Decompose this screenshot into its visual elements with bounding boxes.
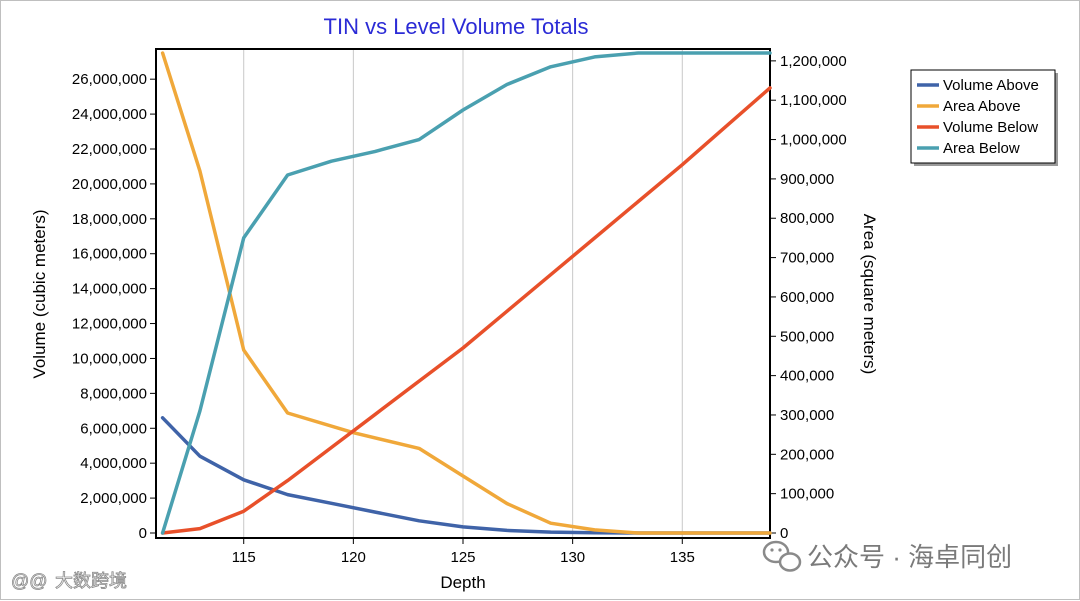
y-right-tick-label-6: 600,000	[780, 289, 834, 306]
y-right-tick-label-3: 300,000	[780, 407, 834, 424]
y-left-axis-label: Volume (cubic meters)	[30, 209, 49, 378]
y-left-tick-label-1: 2,000,000	[80, 490, 147, 507]
x-axis-label: Depth	[440, 573, 485, 592]
y-right-axis-label: Area (square meters)	[860, 214, 879, 375]
y-right-tick-label-0: 0	[780, 525, 788, 542]
x-tick-label-130: 130	[560, 549, 585, 566]
y-left-tick-label-7: 14,000,000	[72, 281, 147, 298]
x-tick-label-125: 125	[450, 549, 475, 566]
legend-label-volume-below: Volume Below	[943, 119, 1038, 136]
y-left-tick-label-8: 16,000,000	[72, 246, 147, 263]
y-left-tick-label-13: 26,000,000	[72, 71, 147, 88]
y-right-axis-ticks: 0 100,000 200,000 300,000 400,000 500,000 600,…	[770, 53, 847, 542]
legend-items: Volume Above Area Above Volume Below Area B…	[917, 77, 1039, 157]
y-left-tick-label-0: 0	[139, 525, 147, 542]
series-line-area-below	[160, 51, 772, 535]
y-right-tick-label-5: 500,000	[780, 328, 834, 345]
y-left-tick-label-6: 12,000,000	[72, 316, 147, 333]
series-line-volume-below	[160, 86, 772, 535]
y-right-tick-label-1: 100,000	[780, 486, 834, 503]
y-right-tick-label-9: 900,000	[780, 171, 834, 188]
grid-lines	[243, 49, 683, 538]
y-left-tick-label-2: 4,000,000	[80, 455, 147, 472]
watermark-left-text: 大数跨境	[55, 571, 127, 591]
x-tick-label-120: 120	[341, 549, 366, 566]
watermark-left-logo: @@	[11, 571, 48, 591]
legend-label-area-above: Area Above	[943, 98, 1021, 115]
series-lines	[160, 51, 772, 535]
y-left-tick-label-4: 8,000,000	[80, 385, 147, 402]
x-tick-label-115: 115	[232, 549, 256, 566]
y-left-tick-label-9: 18,000,000	[72, 211, 147, 228]
series-line-area-above	[160, 51, 772, 535]
y-right-tick-label-10: 1,000,000	[780, 132, 847, 149]
y-right-tick-label-4: 400,000	[780, 368, 834, 385]
y-left-tick-label-5: 10,000,000	[72, 350, 147, 367]
y-left-tick-label-10: 20,000,000	[72, 176, 147, 193]
legend-label-area-below: Area Below	[943, 140, 1020, 157]
watermark-right-text: 公众号 · 海卓同创	[807, 542, 1012, 572]
chart-title: TIN vs Level Volume Totals	[324, 14, 589, 39]
legend-label-volume-above: Volume Above	[943, 77, 1039, 94]
y-left-axis-ticks: 0 2,000,000 4,000,000 6,000,000 8,000,000 10,…	[72, 71, 156, 542]
y-left-tick-label-11: 22,000,000	[72, 141, 147, 158]
wechat-icon	[762, 540, 802, 572]
series-line-volume-above	[160, 416, 772, 535]
legend: Volume Above Area Above Volume Below Area B…	[910, 69, 1058, 166]
y-right-tick-label-8: 800,000	[780, 210, 834, 227]
y-right-tick-label-11: 1,100,000	[780, 92, 847, 109]
watermark: @@ 大数跨境 公众号 · 海卓同创	[11, 540, 1012, 591]
y-right-tick-label-12: 1,200,000	[780, 53, 847, 70]
y-left-tick-label-3: 6,000,000	[80, 420, 147, 437]
y-right-tick-label-7: 700,000	[780, 250, 834, 267]
x-tick-label-135: 135	[670, 549, 695, 566]
x-axis-ticks: 115 120 125 130 135	[232, 538, 695, 566]
y-right-tick-label-2: 200,000	[780, 446, 834, 463]
y-left-tick-label-12: 24,000,000	[72, 106, 147, 123]
